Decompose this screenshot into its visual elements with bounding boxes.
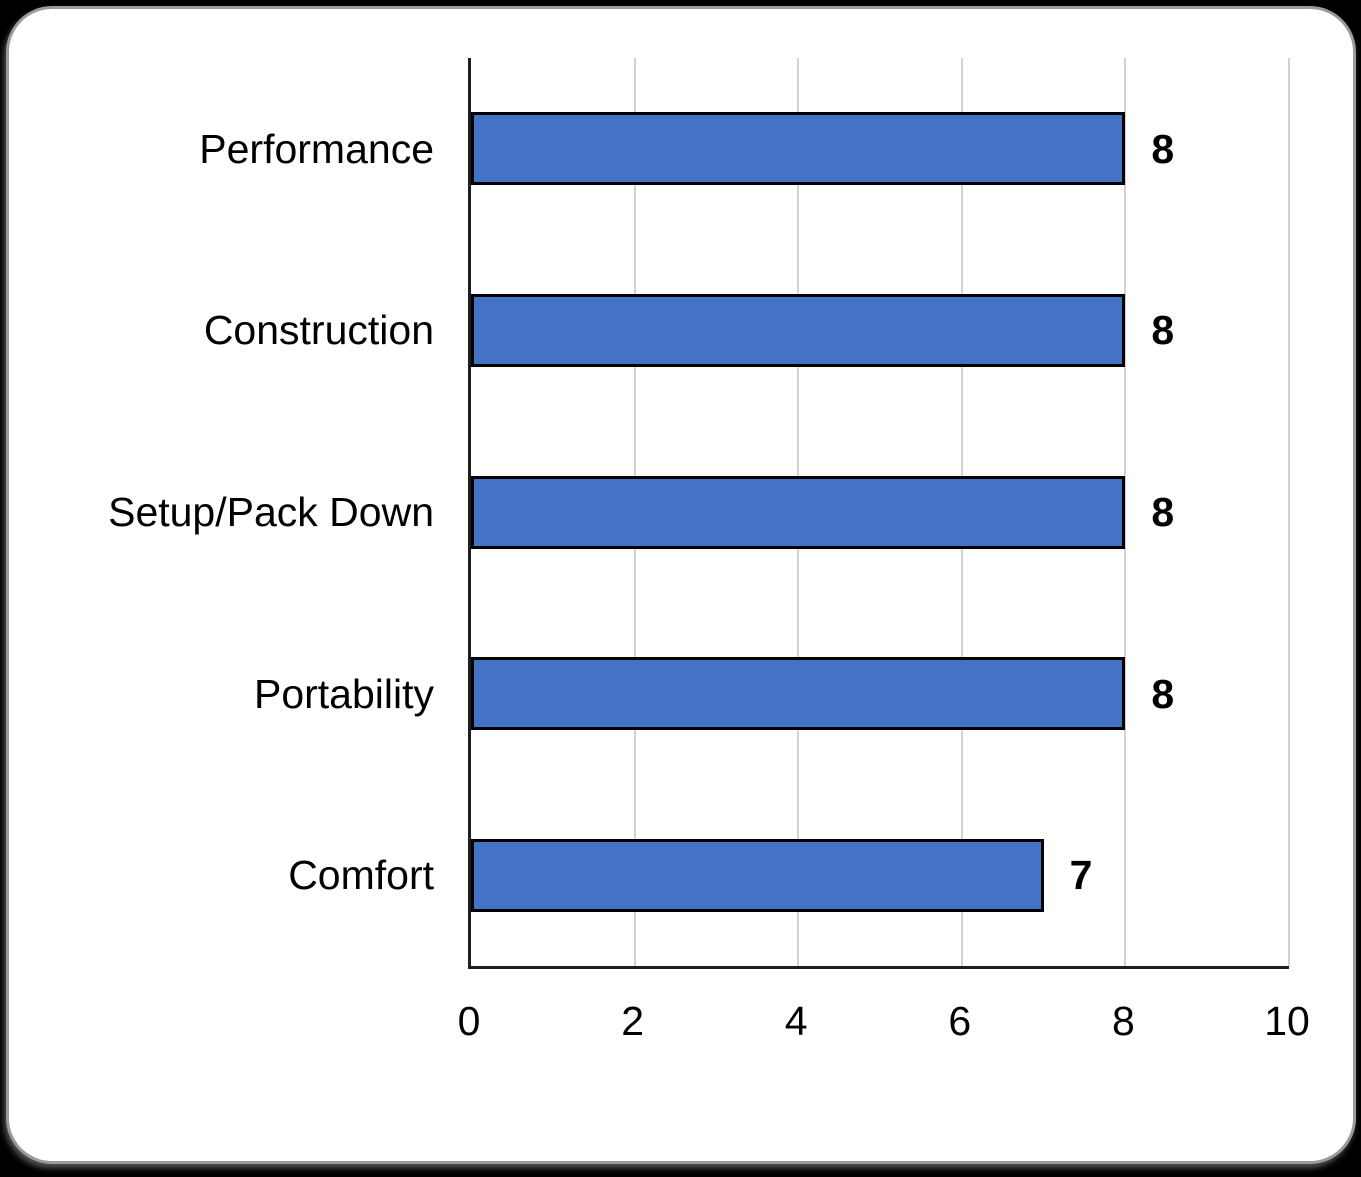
- chart-card: Performance Construction Setup/Pack Down Po…: [6, 6, 1356, 1164]
- x-tick-label-8: 8: [1111, 998, 1135, 1044]
- category-label-portability: Portability: [253, 670, 434, 717]
- value-label-comfort: 7: [1069, 852, 1093, 899]
- category-label-construction: Construction: [203, 307, 434, 354]
- value-label-portability: 8: [1151, 670, 1175, 717]
- value-label-construction: 8: [1151, 307, 1175, 354]
- bar-comfort: [471, 838, 1044, 912]
- bar-portability: [471, 657, 1126, 731]
- gridline-x-8: [1124, 58, 1127, 966]
- gridline-x-10: [1288, 58, 1290, 966]
- plot-area: [468, 58, 1290, 969]
- x-tick-label-6: 6: [948, 998, 972, 1044]
- category-label-setup-pack-down: Setup/Pack Down: [108, 489, 434, 535]
- bar-performance: [471, 112, 1126, 186]
- value-label-performance: 8: [1151, 125, 1175, 172]
- x-tick-label-4: 4: [784, 998, 808, 1044]
- bar-construction: [471, 293, 1126, 367]
- category-label-comfort: Comfort: [288, 852, 434, 899]
- x-tick-label-0: 0: [457, 998, 481, 1044]
- category-label-performance: Performance: [199, 125, 434, 172]
- value-label-setup-pack-down: 8: [1151, 489, 1175, 535]
- bar-setup-pack-down: [471, 475, 1126, 549]
- x-tick-label-2: 2: [621, 998, 644, 1044]
- x-tick-label-10: 10: [1264, 998, 1310, 1044]
